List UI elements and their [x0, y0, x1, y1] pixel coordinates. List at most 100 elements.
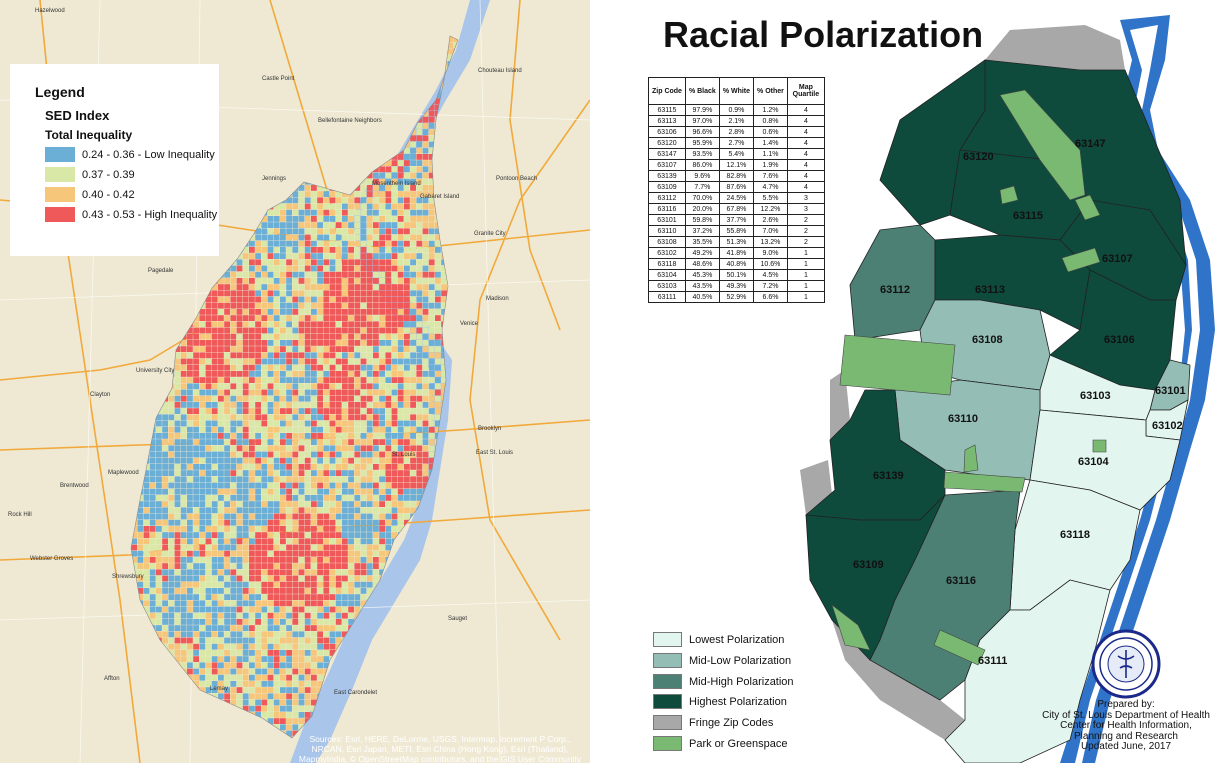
legend-item: 0.24 - 0.36 - Low Inequality [45, 147, 215, 162]
table-cell: 63116 [648, 203, 686, 215]
table-cell: 4 [786, 170, 825, 182]
table-cell: 3 [786, 192, 825, 204]
table-cell: 9.6% [684, 170, 720, 182]
table-cell: 59.8% [684, 214, 720, 226]
table-row: 63113 97.0% 2.1% 0.8% 4 [648, 115, 825, 127]
city-boundary [130, 35, 459, 739]
table-cell: 24.5% [718, 192, 755, 204]
legend-item-label: Park or Greenspace [689, 737, 788, 750]
table-cell: 1 [786, 280, 825, 292]
zip-label: 63111 [978, 655, 1007, 667]
prepared-by-block: Prepared by: City of St. Louis Departmen… [1026, 699, 1226, 753]
fringe-zip-area [832, 620, 965, 740]
table-cell: 1 [786, 247, 825, 259]
table-cell: 5.5% [753, 192, 788, 204]
place-label: Chouteau Island [478, 68, 522, 74]
place-label: University City [136, 368, 174, 374]
table-cell: 12.1% [718, 159, 755, 171]
table-cell: 45.3% [684, 269, 720, 281]
table-cell: 40.5% [684, 291, 720, 303]
legend-swatch [653, 674, 682, 689]
zip-area-63111[interactable] [944, 579, 1111, 763]
table-cell: 7.6% [753, 170, 788, 182]
table-cell: 63111 [648, 291, 686, 303]
table-row: 63106 96.6% 2.8% 0.6% 4 [648, 126, 825, 138]
legend-swatch [653, 632, 682, 647]
racial-polarization-map[interactable]: 63147 63120 63115 63107 63112 63113 6310… [637, 0, 1230, 763]
table-row: 63103 43.5% 49.3% 7.2% 1 [648, 280, 825, 292]
place-label: Brooklyn [478, 426, 501, 432]
place-label: Pontoon Beach [496, 176, 537, 182]
zip-label: 63108 [972, 334, 1003, 346]
legend-item-label: 0.40 - 0.42 [82, 188, 135, 201]
table-cell: 5.4% [718, 148, 755, 160]
table-header-row: Zip Code % Black % White % Other Map Qua… [648, 77, 825, 105]
legend-item: Mid-High Polarization [653, 674, 794, 689]
table-row: 63147 93.5% 5.4% 1.1% 4 [648, 148, 825, 160]
legend-swatch [653, 736, 682, 751]
table-row: 63115 97.9% 0.9% 1.2% 4 [648, 104, 825, 116]
place-label: Madison [486, 296, 509, 302]
place-label: St. Louis [392, 452, 415, 458]
table-row: 63111 40.5% 52.9% 6.6% 1 [648, 291, 825, 303]
legend-swatch [45, 147, 75, 162]
zip-label: 63109 [853, 559, 884, 571]
place-label: Venice [460, 321, 479, 327]
legend-item-label: 0.24 - 0.36 - Low Inequality [82, 148, 215, 161]
table-cell: 63110 [648, 225, 686, 237]
inequality-map[interactable]: Hazelwood Castle Point Bellefontaine Nei… [0, 0, 590, 763]
place-label: East Carondelet [334, 690, 377, 696]
table-cell: 10.6% [753, 258, 788, 270]
table-cell: 4 [786, 148, 825, 160]
table-cell: 50.1% [718, 269, 755, 281]
zip-area-63112[interactable] [849, 224, 936, 341]
table-cell: 48.6% [684, 258, 720, 270]
zip-label: 63106 [1104, 334, 1135, 346]
zip-label: 63102 [1152, 420, 1183, 432]
zip-label: 63120 [963, 151, 994, 163]
table-cell: 2 [786, 214, 825, 226]
table-cell: 41.8% [718, 247, 755, 259]
table-cell: 49.2% [684, 247, 720, 259]
legend-item-label: Mid-Low Polarization [689, 654, 792, 667]
table-cell: 82.8% [718, 170, 755, 182]
table-row: 63112 70.0% 24.5% 5.5% 3 [648, 192, 825, 204]
health-department-seal [1091, 629, 1161, 699]
table-cell: 87.6% [718, 181, 755, 193]
table-cell: 0.8% [753, 115, 788, 127]
table-cell: 63102 [648, 247, 686, 259]
legend-item-label: 0.43 - 0.53 - High Inequality [82, 208, 218, 221]
zip-area-63116[interactable] [869, 489, 1021, 701]
forest-park [839, 334, 956, 396]
place-label: Shrewsbury [112, 574, 144, 580]
table-cell: 2.6% [753, 214, 788, 226]
place-label: Clayton [90, 392, 110, 398]
table-cell: 63139 [648, 170, 686, 182]
park-area [999, 185, 1019, 205]
table-body: 63115 97.9% 0.9% 1.2% 4 63113 97.0% 2.1% 0.8% 4 63… [648, 104, 825, 303]
table-cell: 0.9% [718, 104, 755, 116]
table-cell: 7.7% [684, 181, 720, 193]
legend-swatch [45, 207, 75, 222]
place-label: Affton [104, 676, 120, 682]
legend-panel [10, 64, 219, 256]
legend-swatch [653, 715, 682, 730]
table-cell: 12.2% [753, 203, 788, 215]
table-cell: 70.0% [684, 192, 720, 204]
column-header: Map Quartile [786, 77, 825, 105]
column-header: Zip Code [648, 77, 686, 105]
table-cell: 4 [786, 137, 825, 149]
legend-swatch [653, 653, 682, 668]
place-label: Webster Groves [30, 556, 73, 562]
table-cell: 0.6% [753, 126, 788, 138]
zip-label: 63107 [1102, 253, 1133, 265]
table-cell: 4 [786, 159, 825, 171]
legend-swatch [45, 187, 75, 202]
table-cell: 63106 [648, 126, 686, 138]
table-cell: 63147 [648, 148, 686, 160]
legend-title: Legend [35, 84, 85, 100]
zip-label: 63116 [946, 575, 976, 587]
table-cell: 1 [786, 291, 825, 303]
legend-subtitle: Total Inequality [45, 128, 133, 142]
table-cell: 63103 [648, 280, 686, 292]
